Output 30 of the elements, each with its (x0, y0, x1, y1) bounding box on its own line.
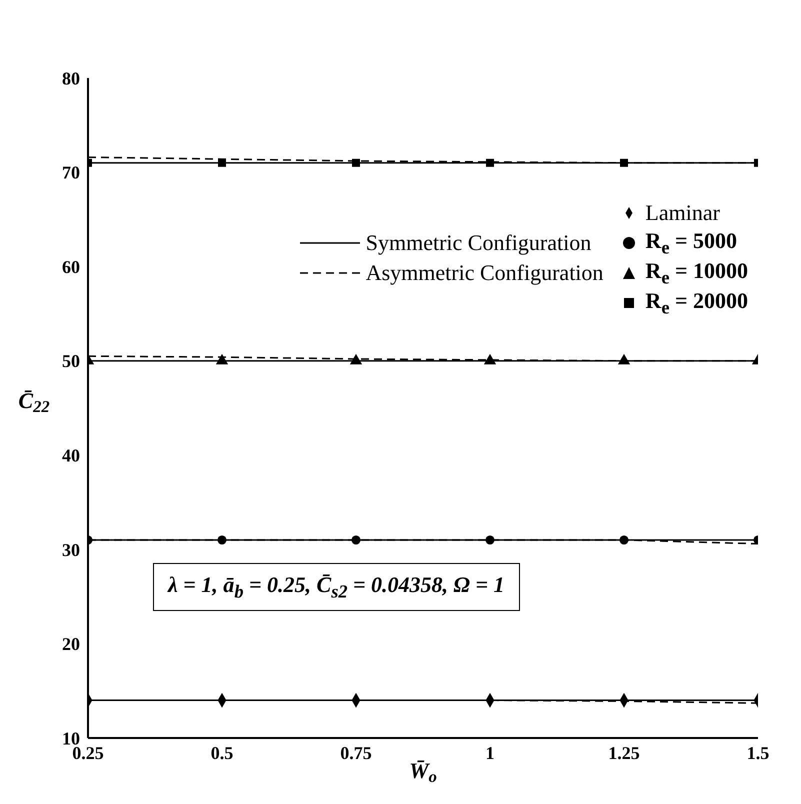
point (619, 535, 629, 545)
y-tick-label: 20 (62, 634, 80, 654)
y-axis-title: C̄$_{22}$ (18, 388, 50, 416)
point (620, 158, 628, 167)
x-tick-label: 1.5 (746, 742, 770, 763)
point (218, 158, 226, 167)
y-tick-label: 10 (62, 728, 80, 748)
y-tick-label: 40 (62, 446, 80, 466)
legend-label: R$_{e}$ = 10000 (645, 258, 748, 288)
legend-label: R$_{e}$ = 5000 (645, 228, 737, 258)
x-tick-label: 1 (486, 742, 494, 763)
point (485, 535, 495, 545)
y-tick-label: 50 (62, 351, 80, 372)
y-tick-label: 70 (62, 162, 80, 183)
point (217, 535, 227, 545)
y-tick-label: 80 (62, 68, 80, 88)
point (352, 158, 360, 167)
y-tick-label: 60 (62, 256, 80, 277)
x-tick-label: 1.25 (608, 742, 640, 763)
point (351, 535, 361, 545)
x-tick-label: 0.5 (210, 742, 234, 763)
legend-label: Asymmetric Configuration (366, 260, 604, 286)
annotation: λ = 1, ā$_{b}$ = 0.25, C̄$_{s2}$ = 0.04358, Ω = 1 (168, 572, 504, 602)
legend-label: Symmetric Configuration (366, 230, 592, 256)
x-tick-label: 0.75 (340, 742, 372, 763)
point (486, 158, 494, 167)
legend-label: R$_{e}$ = 20000 (645, 288, 748, 318)
legend-label: Laminar (645, 200, 720, 225)
y-tick-label: 30 (62, 540, 80, 560)
x-axis-title: W̄$_{o}$ (409, 758, 437, 786)
